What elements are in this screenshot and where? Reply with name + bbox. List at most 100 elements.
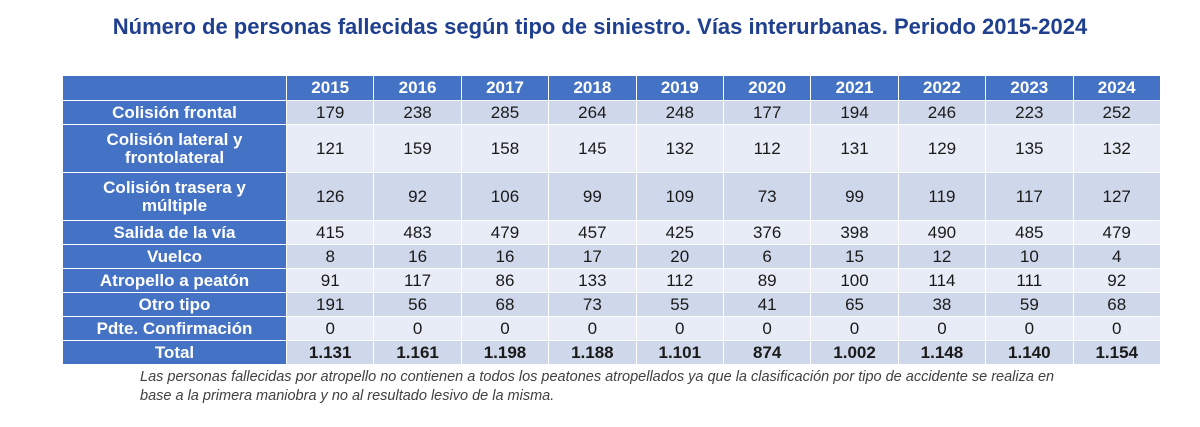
column-header-2024: 2024	[1072, 75, 1161, 101]
table-cell: 0	[635, 316, 724, 341]
table-cell: 490	[897, 220, 987, 245]
table-cell: 425	[635, 220, 724, 245]
table-cell: 106	[460, 172, 550, 221]
table-cell: 65	[810, 292, 899, 317]
table-cell: 117	[373, 268, 462, 293]
column-header-2022: 2022	[897, 75, 987, 101]
header-row: 2015 2016 2017 2018 2019 2020 2021 2022 2023 2024	[62, 75, 1161, 101]
table-cell: 109	[635, 172, 724, 221]
table-cell: 483	[373, 220, 462, 245]
table-cell: 1.002	[810, 340, 899, 365]
table-cell: 38	[897, 292, 987, 317]
row-label: Otro tipo	[62, 292, 287, 317]
table-cell: 223	[985, 100, 1074, 125]
table-cell: 0	[897, 316, 987, 341]
table-cell: 145	[548, 124, 637, 173]
table-row: Atropello a peatón 91 117 86 133 112 89 100 114 1…	[62, 268, 1161, 293]
table-cell: 133	[548, 268, 637, 293]
table-cell: 479	[1072, 220, 1161, 245]
table-cell: 264	[548, 100, 637, 125]
table-cell: 10	[985, 244, 1074, 269]
table-cell: 238	[373, 100, 462, 125]
table-cell: 0	[1072, 316, 1161, 341]
table-cell: 132	[1072, 124, 1161, 173]
column-header-2020: 2020	[722, 75, 812, 101]
table-cell: 111	[985, 268, 1074, 293]
table-cell: 12	[897, 244, 987, 269]
table-cell: 1.101	[635, 340, 724, 365]
column-header-2023: 2023	[985, 75, 1074, 101]
table-cell: 55	[635, 292, 724, 317]
table-cell: 16	[460, 244, 550, 269]
table-cell: 73	[548, 292, 637, 317]
table-cell: 177	[722, 100, 812, 125]
column-header-2015: 2015	[285, 75, 375, 101]
table-cell: 285	[460, 100, 550, 125]
table-cell: 131	[810, 124, 899, 173]
table-cell: 16	[373, 244, 462, 269]
table-cell: 0	[548, 316, 637, 341]
table-cell: 457	[548, 220, 637, 245]
table-cell: 68	[460, 292, 550, 317]
table-cell: 86	[460, 268, 550, 293]
column-header-2018: 2018	[548, 75, 637, 101]
table-cell: 6	[722, 244, 812, 269]
table-cell: 246	[897, 100, 987, 125]
table-cell: 0	[985, 316, 1074, 341]
row-label: Atropello a peatón	[62, 268, 287, 293]
table-cell: 59	[985, 292, 1074, 317]
row-label: Colisión trasera y múltiple	[62, 172, 287, 221]
table-cell: 398	[810, 220, 899, 245]
table-cell: 112	[635, 268, 724, 293]
table-cell: 129	[897, 124, 987, 173]
total-row: Total 1.131 1.161 1.198 1.188 1.101 874 1.002 1.…	[62, 340, 1161, 365]
table-cell: 1.198	[460, 340, 550, 365]
table-cell: 1.148	[897, 340, 987, 365]
row-label: Salida de la vía	[62, 220, 287, 245]
table-cell: 91	[285, 268, 375, 293]
page-title: Número de personas fallecidas según tipo…	[112, 14, 1088, 39]
table-row: Pdte. Confirmación 0 0 0 0 0 0 0 0 0 0	[62, 316, 1161, 341]
table-cell: 8	[285, 244, 375, 269]
footnote: Las personas fallecidas por atropello no…	[140, 369, 1055, 404]
table-cell: 0	[460, 316, 550, 341]
table-cell: 127	[1072, 172, 1161, 221]
table-cell: 0	[373, 316, 462, 341]
table-cell: 191	[285, 292, 375, 317]
table-cell: 159	[373, 124, 462, 173]
column-header-2021: 2021	[810, 75, 899, 101]
column-header-2019: 2019	[635, 75, 724, 101]
table-cell: 415	[285, 220, 375, 245]
table-cell: 15	[810, 244, 899, 269]
table-cell: 0	[722, 316, 812, 341]
table-cell: 119	[897, 172, 987, 221]
table-cell: 376	[722, 220, 812, 245]
table-row: Vuelco 8 16 16 17 20 6 15 12 10 4	[62, 244, 1161, 269]
table-cell: 114	[897, 268, 987, 293]
table-cell: 121	[285, 124, 375, 173]
table-cell: 117	[985, 172, 1074, 221]
table-cell: 20	[635, 244, 724, 269]
table-cell: 126	[285, 172, 375, 221]
table-cell: 1.188	[548, 340, 637, 365]
table-cell: 248	[635, 100, 724, 125]
table-cell: 485	[985, 220, 1074, 245]
table-cell: 179	[285, 100, 375, 125]
table-row: Colisión trasera y múltiple 126 92 106 99 109…	[62, 172, 1161, 221]
table-cell: 158	[460, 124, 550, 173]
table-row: Salida de la vía 415 483 479 457 425 376 398 490…	[62, 220, 1161, 245]
table-cell: 41	[722, 292, 812, 317]
table-cell: 874	[722, 340, 812, 365]
table-cell: 17	[548, 244, 637, 269]
table-cell: 132	[635, 124, 724, 173]
table-cell: 99	[548, 172, 637, 221]
table-cell: 1.161	[373, 340, 462, 365]
table-cell: 479	[460, 220, 550, 245]
table-cell: 68	[1072, 292, 1161, 317]
table-cell: 92	[1072, 268, 1161, 293]
fatalities-table: 2015 2016 2017 2018 2019 2020 2021 2022 2023 2024…	[62, 75, 1161, 365]
table-cell: 73	[722, 172, 812, 221]
table-cell: 194	[810, 100, 899, 125]
table-cell: 135	[985, 124, 1074, 173]
table-cell: 4	[1072, 244, 1161, 269]
